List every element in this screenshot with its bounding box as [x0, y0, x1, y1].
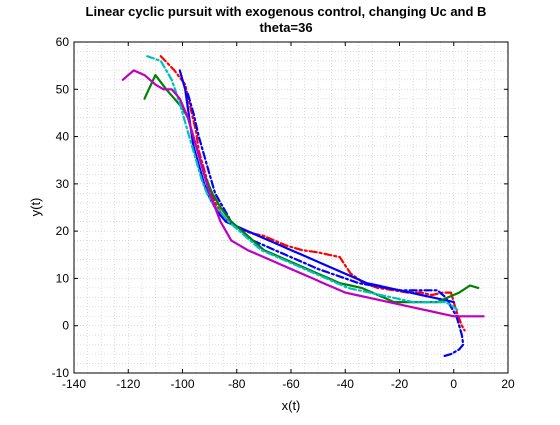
series-line-1 [159, 55, 466, 332]
series-line-3 [186, 92, 465, 358]
x-tick-label: -60 [282, 377, 300, 391]
x-tick-label: -20 [391, 377, 409, 391]
y-tick-label: -10 [52, 366, 70, 380]
series-line-5 [146, 55, 461, 313]
x-tick-label: -120 [116, 377, 140, 391]
y-tick-label: 60 [56, 35, 70, 49]
y-tick-label: 30 [56, 177, 70, 191]
x-tick-label: -140 [62, 377, 86, 391]
x-axis-label: x(t) [282, 398, 301, 413]
ticks: -140 -120 -100 -80 -60 -40 -20 0 20-100102030405… [52, 35, 515, 391]
x-tick-label: -80 [228, 377, 246, 391]
y-tick-label: 0 [62, 319, 69, 333]
x-tick-label: -40 [337, 377, 355, 391]
y-tick-label: 20 [56, 224, 70, 238]
y-tick-label: 50 [56, 82, 70, 96]
y-tick-label: 40 [56, 130, 70, 144]
chart-subtitle: theta=36 [259, 20, 312, 35]
chart-title: Linear cyclic pursuit with exogenous con… [86, 4, 487, 19]
series-group [121, 55, 485, 358]
y-tick-label: 10 [56, 271, 70, 285]
x-tick-label: -100 [170, 377, 194, 391]
x-tick-label: 0 [450, 377, 457, 391]
series-line-6 [121, 69, 485, 318]
x-tick-label: 20 [501, 377, 515, 391]
y-axis-label: y(t) [28, 198, 43, 217]
